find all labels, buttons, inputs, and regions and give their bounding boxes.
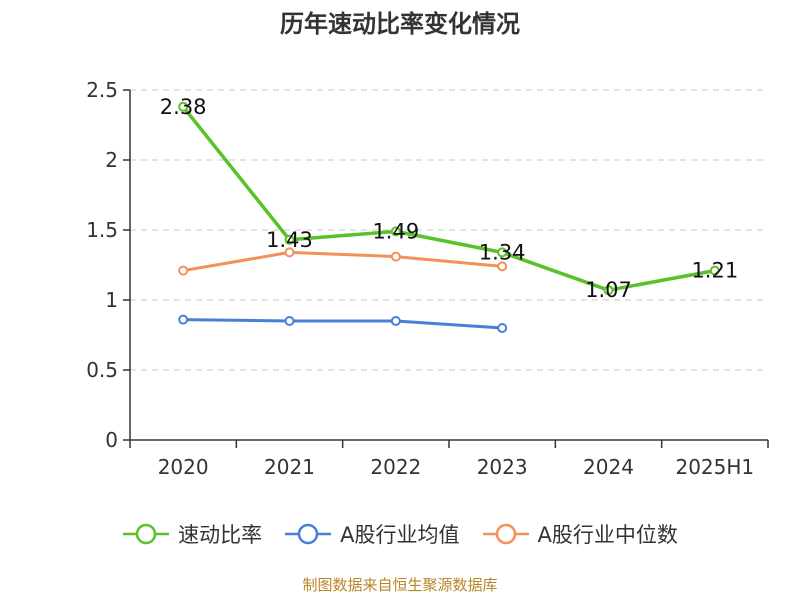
data-label: 1.49 xyxy=(372,219,419,243)
data-point[interactable] xyxy=(709,265,720,276)
series-lines xyxy=(178,101,720,333)
y-tick-label: 2.5 xyxy=(86,78,118,102)
data-label: 1.34 xyxy=(479,240,526,264)
data-point[interactable] xyxy=(497,261,508,272)
legend: 速动比率 A股行业均值 A股行业中位数 xyxy=(0,519,800,549)
data-point[interactable] xyxy=(178,314,189,325)
y-tick-label: 0 xyxy=(105,428,118,452)
series-line-0 xyxy=(181,105,717,292)
x-tick-label: 2020 xyxy=(158,455,209,479)
x-tick-label: 2025H1 xyxy=(675,455,754,479)
y-tick-label: 2 xyxy=(105,148,118,172)
legend-label: A股行业中位数 xyxy=(537,523,678,547)
data-labels: 2.38 1.43 1.49 1.34 1.07 1.21 xyxy=(160,95,738,302)
chart-title: 历年速动比率变化情况 xyxy=(280,10,520,38)
series-line-1 xyxy=(181,318,504,330)
source-note: 制图数据来自恒生聚源数据库 xyxy=(302,576,498,594)
data-label: 1.07 xyxy=(585,278,632,302)
legend-marker-icon xyxy=(482,523,529,545)
data-point[interactable] xyxy=(390,316,401,326)
legend-item-0[interactable]: 速动比率 xyxy=(122,519,262,549)
legend-marker-icon xyxy=(123,523,170,545)
x-tick-label: 2023 xyxy=(477,455,528,479)
x-tick-label: 2022 xyxy=(370,455,421,479)
y-tick-label: 1 xyxy=(105,288,118,312)
legend-item-2[interactable]: A股行业中位数 xyxy=(482,519,678,549)
data-point[interactable] xyxy=(284,316,295,326)
legend-marker-icon xyxy=(285,523,332,545)
legend-label: 速动比率 xyxy=(178,523,263,547)
y-tick-label: 1.5 xyxy=(86,218,118,242)
data-point[interactable] xyxy=(390,251,401,262)
data-point[interactable] xyxy=(284,247,295,258)
data-point[interactable] xyxy=(178,101,189,112)
data-label: 1.43 xyxy=(266,228,313,252)
data-point[interactable] xyxy=(497,323,508,333)
x-tick-label: 2024 xyxy=(583,455,634,479)
data-point[interactable] xyxy=(284,234,295,245)
series-line-2 xyxy=(181,250,504,273)
y-tick-label: 0.5 xyxy=(86,358,118,382)
data-point[interactable] xyxy=(178,265,189,276)
legend-item-1[interactable]: A股行业均值 xyxy=(284,519,460,549)
axes: 0 0.5 1 1.5 2 2.5 2020 2021 2022 2023 2024 2025H1 xyxy=(86,78,769,479)
gridlines xyxy=(130,89,768,371)
data-point[interactable] xyxy=(603,285,614,296)
data-point[interactable] xyxy=(497,247,508,258)
data-label: 1.21 xyxy=(691,259,738,283)
x-tick-label: 2021 xyxy=(264,455,315,479)
legend-label: A股行业均值 xyxy=(340,523,460,547)
data-point[interactable] xyxy=(390,226,401,237)
data-label: 2.38 xyxy=(160,95,207,119)
